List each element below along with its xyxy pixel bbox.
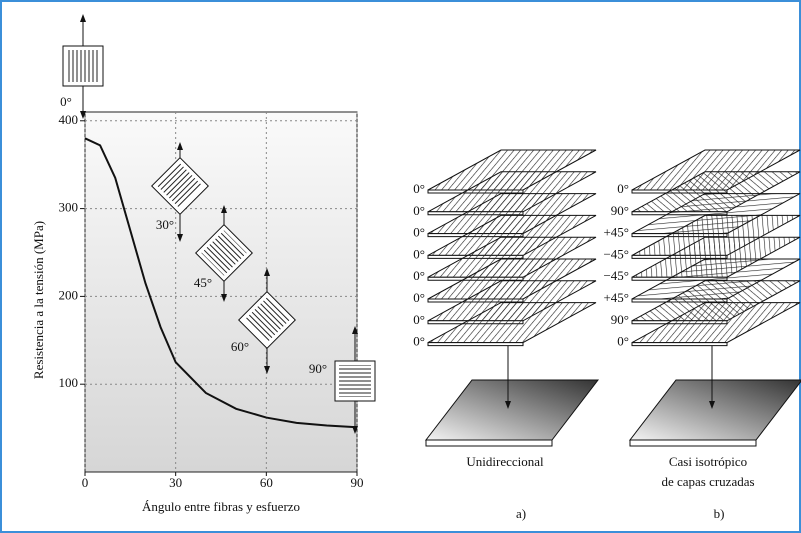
annotation: 0° [60, 94, 72, 109]
ply-edge [632, 343, 727, 346]
ply-label: 0° [413, 203, 425, 218]
ply-label: 0° [413, 246, 425, 261]
x-tick-label: 0 [82, 475, 89, 490]
ply-label: +45° [603, 290, 629, 305]
y-tick-label: 200 [59, 287, 79, 302]
ply-label: 0° [413, 181, 425, 196]
specimen-hatch [67, 50, 99, 82]
x-tick-label: 30 [169, 475, 182, 490]
y-tick-label: 400 [59, 112, 79, 127]
ply-label: 90° [611, 203, 629, 218]
ply-label: 0° [617, 334, 629, 349]
x-tick-label: 90 [351, 475, 364, 490]
ply-label: −45° [603, 268, 629, 283]
caption: de capas cruzadas [661, 474, 754, 489]
annotation: 45° [194, 275, 212, 290]
plot-area [85, 112, 357, 472]
ply-label: 0° [413, 268, 425, 283]
letter: a) [516, 506, 526, 521]
figure: 100 200 300 400 0 30 60 90 0° 30° 45° 60° 90° Resist… [0, 0, 801, 533]
y-tick-label: 300 [59, 200, 79, 215]
ply-label: 0° [413, 225, 425, 240]
plate-a-edge [426, 440, 552, 446]
ply-label: 0° [413, 312, 425, 327]
ply-label: −45° [603, 246, 629, 261]
ply-label: 90° [611, 312, 629, 327]
specimen-hatch [339, 365, 371, 397]
letter: b) [714, 506, 725, 521]
ply-label: +45° [603, 225, 629, 240]
plate-b-edge [630, 440, 756, 446]
y-tick-label: 100 [59, 375, 79, 390]
ply-label: 0° [413, 290, 425, 305]
x-tick-label: 60 [260, 475, 273, 490]
ply-label: 0° [413, 334, 425, 349]
x-axis-label: Ángulo entre fibras y esfuerzo [142, 499, 300, 514]
annotation: 90° [309, 361, 327, 376]
y-axis-label: Resistencia a la tensión (MPa) [31, 221, 46, 379]
ply-edge [428, 343, 523, 346]
caption: Casi isotrópico [669, 454, 747, 469]
ply-label: 0° [617, 181, 629, 196]
annotation: 60° [231, 339, 249, 354]
annotation: 30° [156, 217, 174, 232]
caption: Unidireccional [466, 454, 544, 469]
